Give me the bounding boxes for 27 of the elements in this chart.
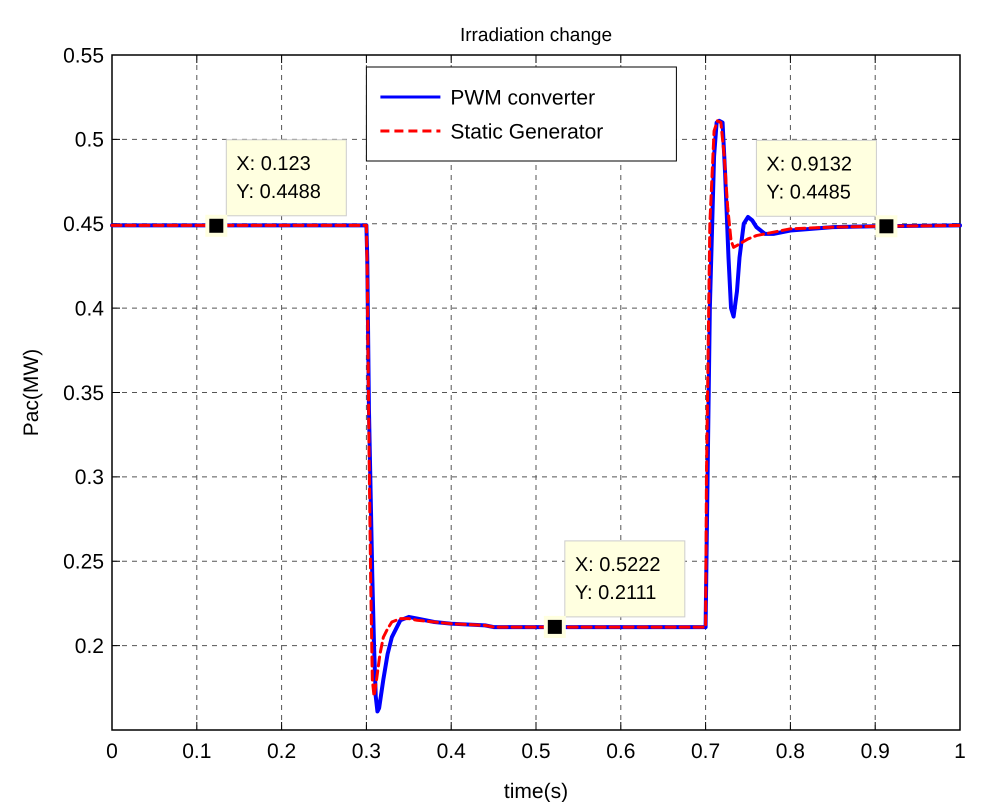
x-tick-label: 0.5 — [521, 740, 551, 763]
legend-label: Static Generator — [450, 120, 604, 144]
annotation: X: 0.9132 Y: 0.4485 — [766, 153, 852, 204]
legend-label: PWM converter — [450, 86, 596, 110]
chart-title: Irradiation change — [460, 25, 612, 46]
x-tick-label: 1 — [954, 740, 966, 763]
x-tick-label: 0.9 — [860, 740, 890, 763]
y-tick-label: 0.2 — [74, 634, 104, 658]
x-tick-label: 0 — [106, 740, 118, 763]
y-tick-label: 0.35 — [63, 382, 104, 405]
x-tick-label: 0.4 — [436, 740, 466, 763]
x-tick-label: 0.8 — [776, 740, 805, 763]
y-tick-label: 0.55 — [63, 44, 104, 68]
annotation: X: 0.5222 Y: 0.2111 — [574, 554, 660, 604]
y-tick-label: 0.5 — [74, 128, 104, 152]
y-axis-title: Pac(MW) — [20, 348, 43, 436]
x-tick-label: 0.1 — [182, 740, 212, 763]
x-tick-label: 0.6 — [606, 740, 636, 763]
x-tick-label: 0.7 — [691, 740, 720, 763]
x-tick-label: 0.3 — [352, 740, 381, 763]
y-tick-label: 0.4 — [74, 297, 104, 320]
y-tick-label: 0.45 — [63, 213, 104, 236]
y-tick-label: 0.3 — [74, 466, 104, 490]
y-tick-label: 0.25 — [63, 550, 104, 574]
x-tick-label: 0.2 — [267, 740, 296, 763]
x-axis-title: time(s) — [504, 780, 568, 802]
annotation: X: 0.123 Y: 0.4488 — [236, 152, 321, 203]
